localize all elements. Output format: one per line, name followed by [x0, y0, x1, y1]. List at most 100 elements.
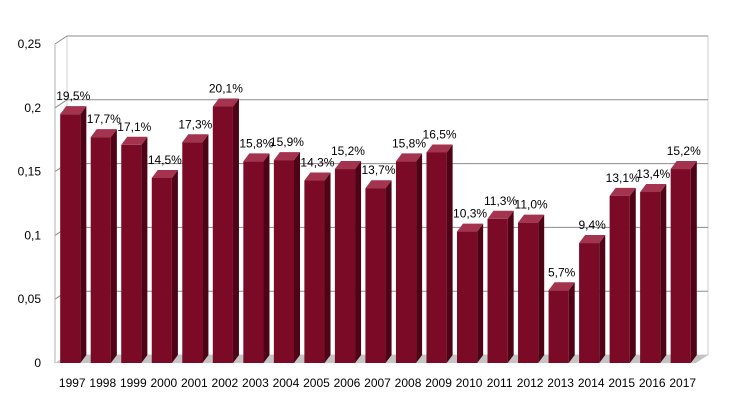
bar-side [477, 223, 484, 363]
bar [609, 187, 636, 363]
data-label: 15,2% [667, 144, 701, 158]
x-tick-label: 2017 [669, 376, 696, 390]
data-label: 17,7% [87, 112, 121, 126]
bar-front [182, 142, 203, 363]
bar [304, 172, 331, 363]
gridline-side [54, 99, 68, 109]
data-label: 16,5% [423, 127, 457, 141]
data-label: 10,3% [453, 207, 487, 221]
data-label: 13,7% [361, 163, 395, 177]
bar-top [640, 184, 667, 193]
bar-top [609, 187, 636, 196]
bar-top [121, 136, 148, 145]
data-label: 5,7% [548, 265, 576, 279]
bar-front [548, 290, 569, 363]
bar-side [202, 134, 209, 363]
x-tick-label: 1997 [59, 376, 86, 390]
bar [518, 214, 545, 363]
data-label: 15,2% [331, 144, 365, 158]
bar-front [60, 114, 81, 364]
bar-top [426, 144, 453, 153]
bar-top [365, 180, 392, 189]
data-label: 14,3% [300, 156, 334, 170]
bar-top [151, 169, 178, 178]
bar-side [263, 153, 270, 363]
data-labels: 19,5%17,7%17,1%14,5%17,3%20,1%15,8%15,9%… [56, 82, 701, 280]
x-tick-label: 2008 [395, 376, 422, 390]
bar-top [395, 153, 423, 162]
bar-top [518, 214, 545, 223]
data-label: 11,0% [515, 198, 548, 212]
y-tick-label: 0 [34, 356, 41, 370]
x-tick-label: 2011 [487, 376, 513, 390]
y-tick-label: 0,05 [18, 292, 42, 306]
bar [365, 180, 392, 363]
data-label: 20,1% [209, 82, 243, 96]
bar [640, 184, 667, 363]
bar-side [690, 161, 697, 363]
y-axis: 0 0,05 0,1 0,15 0,2 0,25 [18, 37, 56, 370]
bar-front [426, 152, 447, 363]
bar-front [365, 188, 386, 363]
bars [60, 98, 697, 364]
y-tick-label: 0,15 [18, 165, 42, 179]
bar-top [487, 210, 514, 219]
data-label: 17,1% [117, 120, 151, 134]
x-tick-label: 1999 [120, 376, 147, 390]
data-label: 13,1% [606, 171, 640, 185]
data-label: 15,9% [270, 135, 304, 149]
bar-top [579, 235, 606, 244]
data-label: 13,4% [636, 167, 670, 181]
bar-top [334, 161, 362, 170]
bar-side [507, 210, 514, 363]
bar-side [141, 136, 148, 363]
bar [487, 210, 514, 363]
data-label: 9,4% [578, 218, 606, 232]
data-label: 15,8% [239, 136, 273, 150]
y-tick-label: 0,2 [24, 101, 41, 115]
gridline-side [54, 35, 68, 45]
x-tick-label: 2007 [364, 376, 391, 390]
bar-side [232, 98, 239, 364]
data-label: 14,5% [148, 153, 182, 167]
bar-side [80, 106, 87, 364]
bar [121, 136, 148, 363]
bar-side [324, 172, 331, 363]
bar-side [660, 184, 667, 363]
bar-side [629, 187, 636, 363]
x-tick-label: 2009 [425, 376, 452, 390]
bar-top [90, 129, 117, 138]
bar [243, 153, 270, 363]
bar-top [304, 172, 331, 181]
bar-top [273, 152, 301, 161]
x-tick-label: 1998 [89, 376, 116, 390]
bar-top [456, 223, 484, 232]
bar-side [385, 180, 392, 363]
bar-front [670, 169, 691, 363]
bar-front [151, 177, 172, 363]
bar-front [212, 106, 233, 364]
bar-front [90, 137, 111, 363]
bar-top [548, 282, 575, 291]
x-tick-label: 2014 [578, 376, 605, 390]
bar-side [110, 129, 117, 363]
bar [334, 161, 362, 363]
bar-top [670, 161, 697, 170]
bar-front [579, 243, 600, 363]
x-tick-label: 2012 [517, 376, 544, 390]
bar-front [518, 222, 539, 363]
bar-front [273, 160, 295, 363]
bar-front [121, 144, 142, 363]
bar-top [182, 134, 209, 143]
data-label: 11,3% [484, 194, 517, 208]
x-tick-label: 2000 [150, 376, 177, 390]
bar-top [60, 106, 87, 115]
y-tick-label: 0,1 [24, 228, 41, 242]
data-label: 19,5% [56, 89, 90, 103]
bar [182, 134, 209, 363]
bar-side [568, 282, 575, 363]
x-tick-label: 2006 [334, 376, 361, 390]
bar-side [294, 152, 301, 363]
x-axis: 1997 1998 1999 2000 2001 2002 2003 2004 2005 2006… [59, 376, 696, 390]
bar-front [456, 231, 478, 363]
